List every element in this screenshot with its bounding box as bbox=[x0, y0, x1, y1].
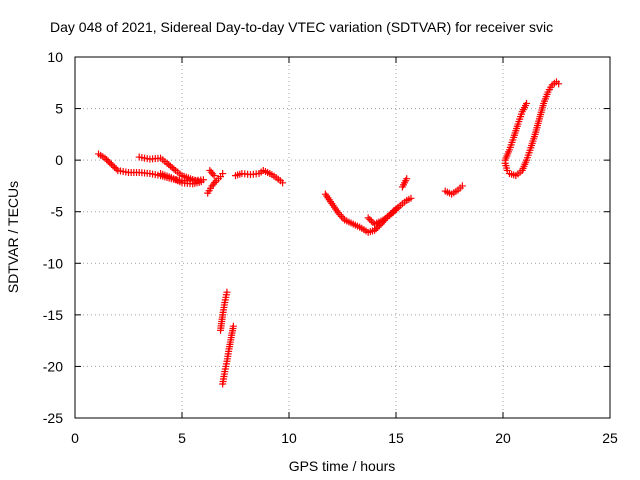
y-tick-label: 0 bbox=[55, 152, 63, 168]
y-tick-labels: 10 5 0 -5 -10 -15 -20 -25 bbox=[43, 49, 63, 426]
data-point bbox=[112, 165, 120, 173]
x-tick-label: 20 bbox=[495, 430, 511, 446]
data-point bbox=[101, 154, 109, 162]
data-point bbox=[367, 217, 375, 225]
data-point bbox=[371, 226, 379, 234]
y-tick-label: -20 bbox=[43, 358, 63, 374]
data-point bbox=[107, 160, 115, 168]
plot-frame bbox=[74, 56, 611, 419]
data-point bbox=[374, 223, 382, 231]
data-point bbox=[229, 322, 237, 330]
data-point bbox=[523, 99, 531, 107]
x-tick-label: 10 bbox=[281, 430, 297, 446]
x-tick-labels: 0 5 10 15 20 25 bbox=[71, 430, 618, 446]
data-points bbox=[95, 78, 563, 388]
data-point bbox=[209, 170, 217, 178]
x-tick-label: 25 bbox=[602, 430, 618, 446]
x-tick-label: 0 bbox=[71, 430, 79, 446]
data-point bbox=[403, 175, 411, 183]
y-tick-label: 5 bbox=[55, 101, 63, 117]
y-tick-label: -25 bbox=[43, 410, 63, 426]
axis-ticks bbox=[74, 56, 611, 419]
data-point bbox=[394, 204, 402, 212]
y-tick-label: 10 bbox=[47, 49, 63, 65]
data-point bbox=[366, 215, 374, 223]
data-point bbox=[389, 208, 397, 216]
y-tick-label: -10 bbox=[43, 255, 63, 271]
data-point bbox=[211, 178, 219, 186]
data-point bbox=[393, 205, 401, 213]
data-point bbox=[104, 157, 112, 165]
data-point bbox=[170, 165, 178, 173]
data-point bbox=[279, 179, 287, 187]
data-point bbox=[458, 182, 466, 190]
y-axis-label: SDTVAR / TECUs bbox=[5, 181, 21, 293]
x-axis-label: GPS time / hours bbox=[289, 458, 396, 474]
x-tick-label: 15 bbox=[388, 430, 404, 446]
data-point bbox=[197, 178, 205, 186]
data-point bbox=[407, 194, 415, 202]
data-point bbox=[555, 80, 563, 88]
data-point bbox=[223, 288, 231, 296]
grid-lines bbox=[75, 57, 610, 418]
data-point bbox=[364, 214, 372, 222]
data-point bbox=[391, 207, 399, 215]
data-point bbox=[337, 212, 345, 220]
data-point bbox=[388, 210, 396, 218]
data-point bbox=[103, 156, 111, 164]
data-point bbox=[111, 163, 119, 171]
chart-title: Day 048 of 2021, Sidereal Day-to-day VTE… bbox=[50, 19, 553, 35]
y-tick-label: -5 bbox=[51, 204, 64, 220]
y-tick-label: -15 bbox=[43, 307, 63, 323]
data-point bbox=[219, 170, 227, 178]
data-point bbox=[109, 162, 117, 170]
data-point bbox=[106, 159, 114, 167]
data-point bbox=[210, 172, 218, 180]
x-tick-label: 5 bbox=[178, 430, 186, 446]
